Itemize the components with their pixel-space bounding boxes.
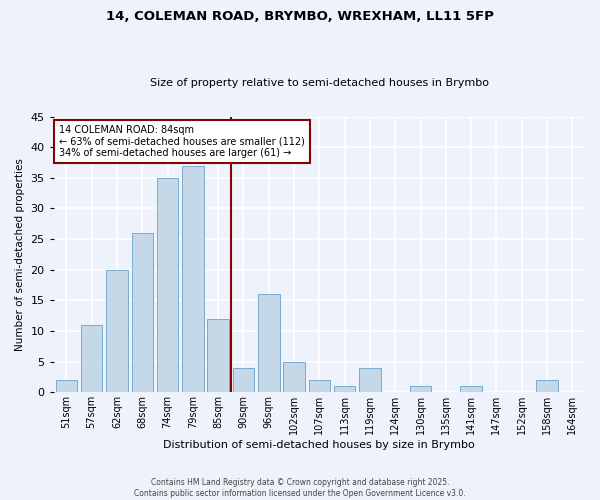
Text: 14, COLEMAN ROAD, BRYMBO, WREXHAM, LL11 5FP: 14, COLEMAN ROAD, BRYMBO, WREXHAM, LL11 … [106,10,494,23]
Bar [182,166,203,392]
Y-axis label: Number of semi-detached properties: Number of semi-detached properties [15,158,25,351]
Bar [460,386,482,392]
Bar [208,319,229,392]
Bar [258,294,280,392]
Bar [536,380,558,392]
Text: 14 COLEMAN ROAD: 84sqm
← 63% of semi-detached houses are smaller (112)
34% of se: 14 COLEMAN ROAD: 84sqm ← 63% of semi-det… [59,125,305,158]
Bar [56,380,77,392]
Bar [410,386,431,392]
Bar [308,380,330,392]
Bar [106,270,128,392]
X-axis label: Distribution of semi-detached houses by size in Brymbo: Distribution of semi-detached houses by … [163,440,475,450]
Bar [157,178,178,392]
Bar [131,233,153,392]
Text: Contains HM Land Registry data © Crown copyright and database right 2025.
Contai: Contains HM Land Registry data © Crown c… [134,478,466,498]
Bar [233,368,254,392]
Title: Size of property relative to semi-detached houses in Brymbo: Size of property relative to semi-detach… [150,78,489,88]
Bar [81,325,103,392]
Bar [334,386,355,392]
Bar [359,368,381,392]
Bar [283,362,305,392]
